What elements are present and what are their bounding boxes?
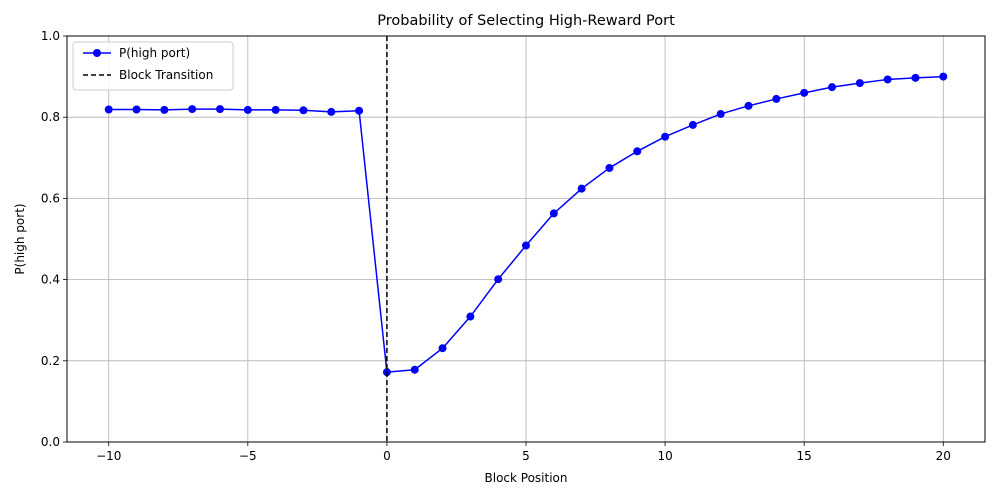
data-point <box>494 275 503 284</box>
y-axis: 0.0 0.2 0.4 0.6 0.8 1.0 <box>41 29 67 449</box>
x-tick-label: 10 <box>657 449 672 463</box>
data-point <box>800 88 809 97</box>
x-tick-label: −5 <box>239 449 257 463</box>
y-tick-label: 0.4 <box>41 273 60 287</box>
x-tick-label: 0 <box>383 449 391 463</box>
legend: P(high port) Block Transition <box>72 41 234 91</box>
data-point <box>855 79 864 88</box>
data-point <box>216 105 224 114</box>
data-point <box>549 209 558 218</box>
x-tick-label: 15 <box>797 449 812 463</box>
data-point <box>688 120 697 129</box>
x-tick-label: −10 <box>96 449 121 463</box>
data-point <box>160 105 169 114</box>
x-tick-label: 20 <box>936 449 951 463</box>
legend-label-block-transition: Block Transition <box>119 68 213 82</box>
y-axis-label: P(high port) <box>13 203 27 274</box>
chart-title: Probability of Selecting High-Reward Por… <box>377 13 675 29</box>
data-point <box>355 106 364 115</box>
data-point <box>243 105 252 114</box>
data-point <box>522 241 530 250</box>
y-tick-label: 1.0 <box>41 29 60 43</box>
plot-area <box>104 36 948 442</box>
data-point <box>132 105 141 114</box>
legend-label-series: P(high port) <box>119 46 190 60</box>
data-point <box>661 132 670 141</box>
y-tick-label: 0.0 <box>41 435 60 449</box>
data-point <box>883 75 892 84</box>
data-point <box>104 105 113 114</box>
data-point <box>633 147 642 156</box>
y-tick-label: 0.8 <box>41 110 60 124</box>
y-tick-label: 0.6 <box>41 191 60 205</box>
data-point <box>772 94 781 103</box>
x-axis-label: Block Position <box>485 471 568 485</box>
data-point <box>299 106 308 115</box>
legend-box <box>72 41 234 91</box>
data-point <box>828 83 836 92</box>
data-point <box>716 109 725 118</box>
data-point <box>744 101 753 110</box>
y-tick-label: 0.2 <box>41 354 60 368</box>
data-point <box>911 73 920 82</box>
legend-marker-swatch <box>93 49 101 57</box>
data-point <box>466 312 475 321</box>
data-point <box>271 105 280 114</box>
data-point <box>605 163 614 172</box>
data-point <box>188 105 197 114</box>
data-point <box>577 184 586 193</box>
data-point <box>939 72 948 81</box>
data-point <box>327 107 336 116</box>
x-tick-label: 5 <box>522 449 530 463</box>
data-point <box>438 344 447 353</box>
x-axis: −10 −5 0 5 10 15 20 <box>96 442 951 463</box>
data-point <box>410 365 419 374</box>
